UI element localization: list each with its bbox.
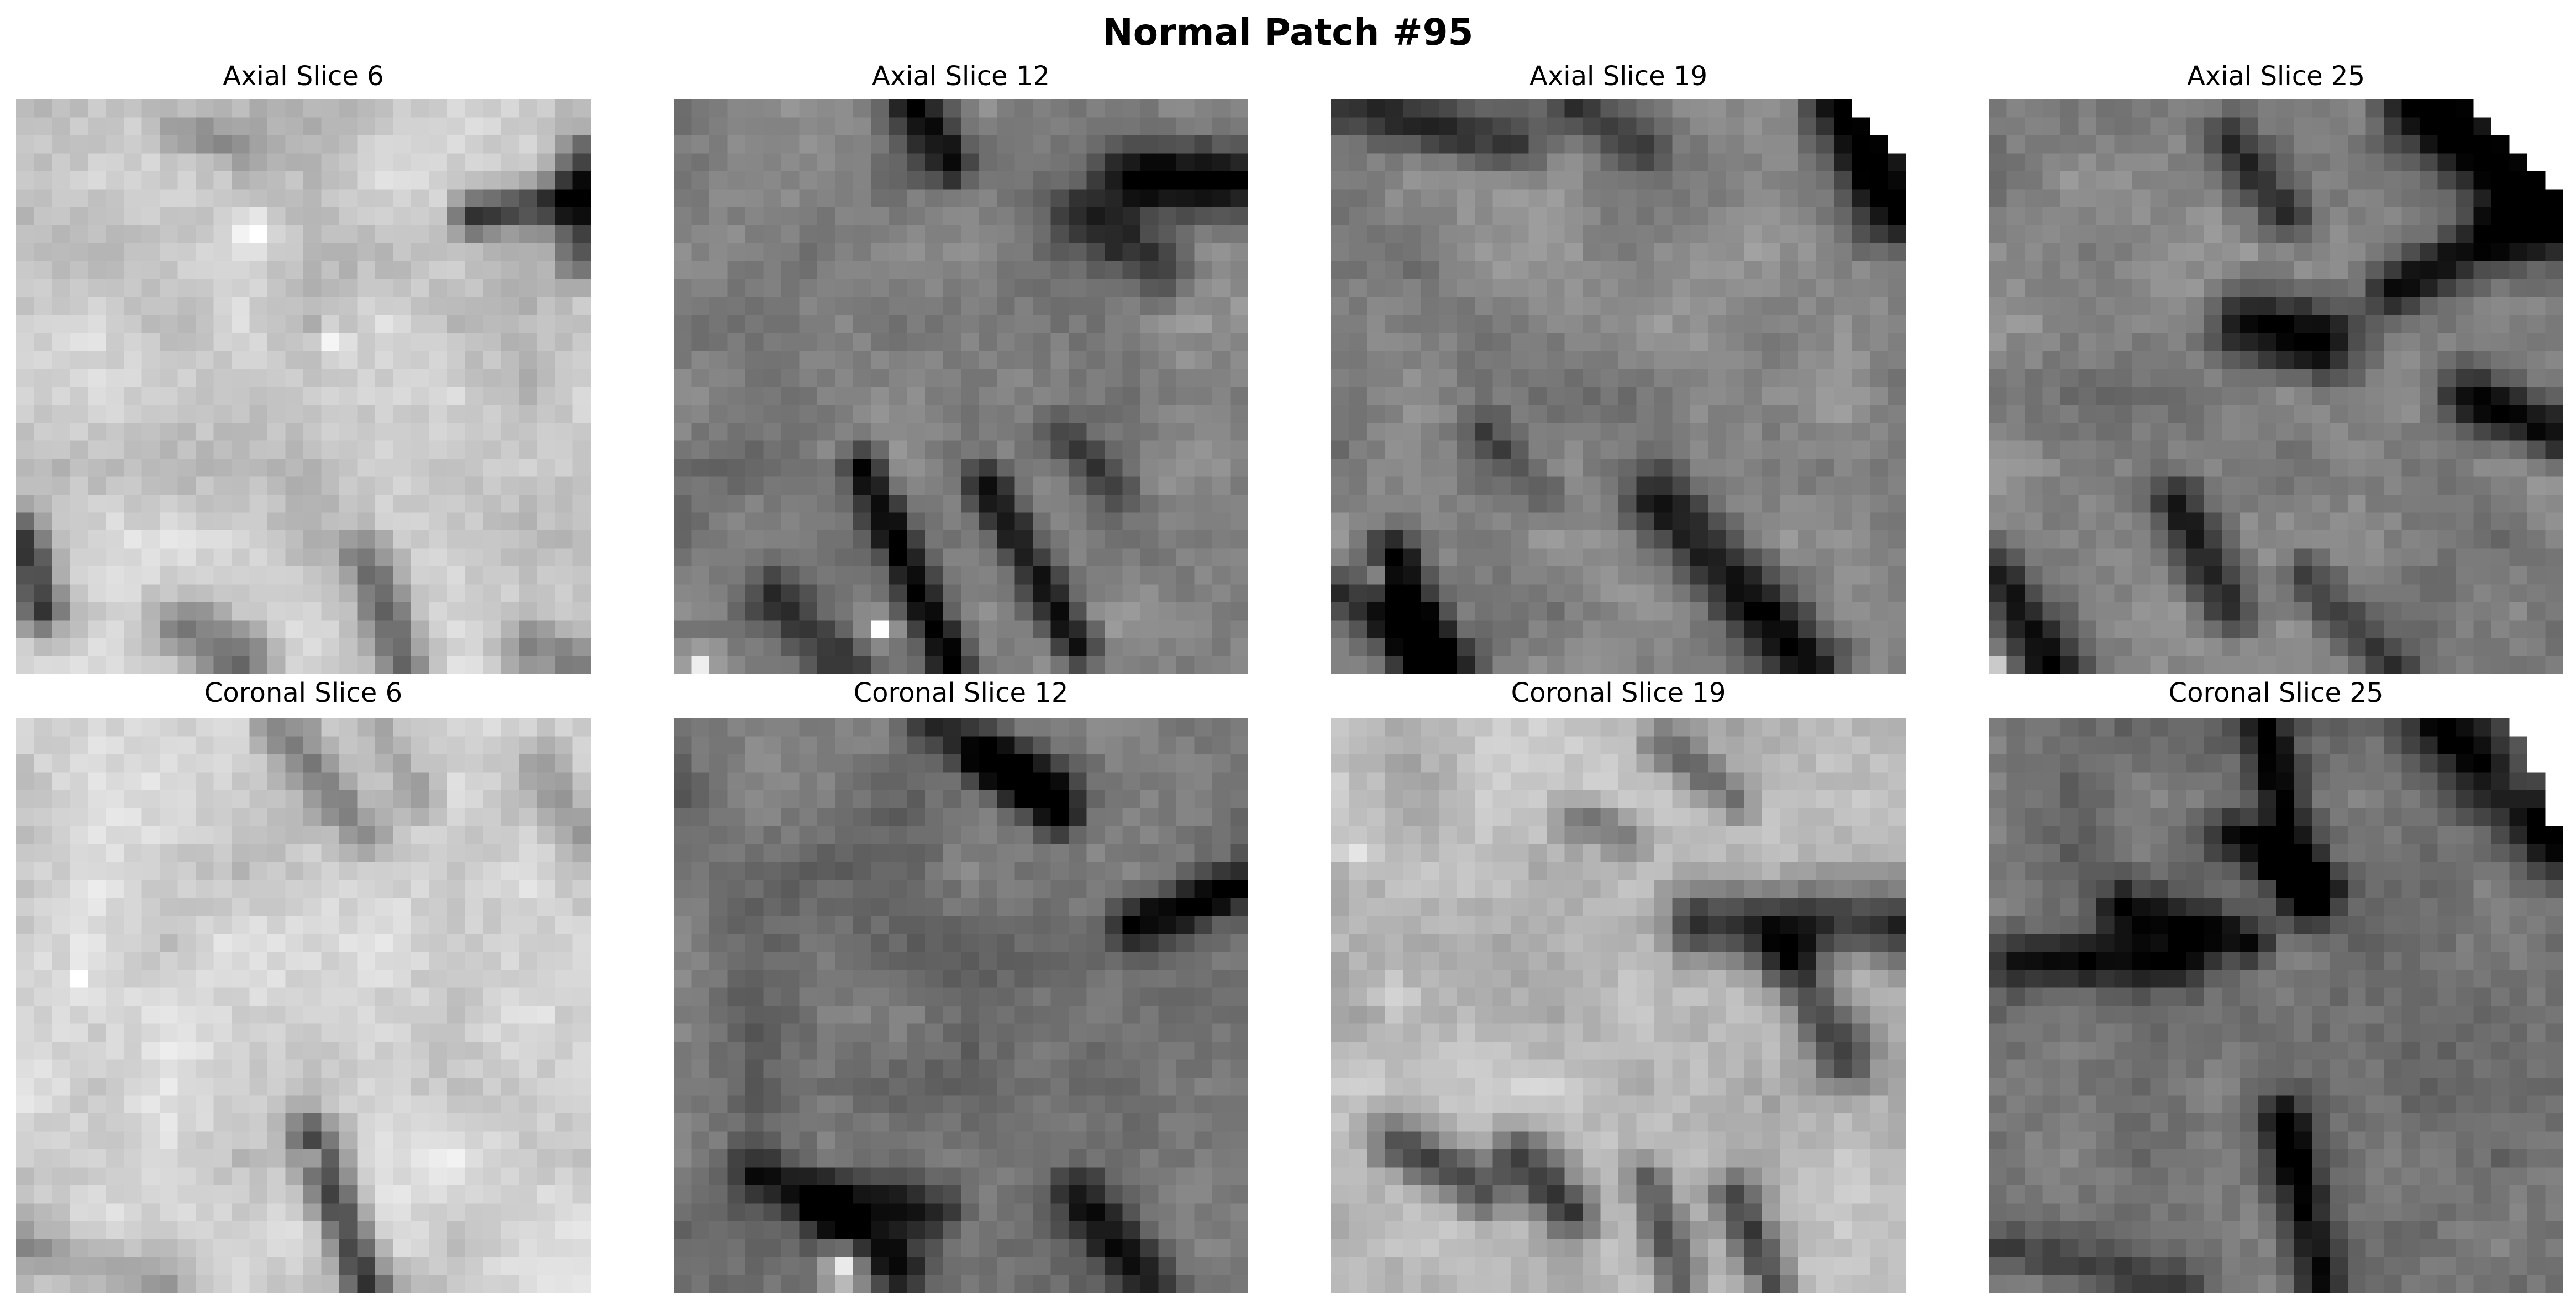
slice-image xyxy=(16,718,591,1293)
panel-axial-19 xyxy=(1331,99,1906,674)
panel-title-coronal-6: Coronal Slice 6 xyxy=(204,677,403,708)
panel-coronal-6 xyxy=(16,718,591,1293)
slice-image xyxy=(1331,99,1906,674)
figure-title: Normal Patch #95 xyxy=(1102,11,1474,54)
panel-coronal-12 xyxy=(674,718,1248,1293)
slice-image xyxy=(1989,718,2563,1293)
panel-axial-6 xyxy=(16,99,591,674)
slice-image xyxy=(1331,718,1906,1293)
slice-image xyxy=(1989,99,2563,674)
panel-axial-12 xyxy=(674,99,1248,674)
panel-coronal-25 xyxy=(1989,718,2563,1293)
panel-title-coronal-19: Coronal Slice 19 xyxy=(1511,677,1726,708)
panel-title-axial-25: Axial Slice 25 xyxy=(2187,61,2365,92)
slice-image xyxy=(674,718,1248,1293)
panel-coronal-19 xyxy=(1331,718,1906,1293)
slice-image xyxy=(674,99,1248,674)
panel-title-axial-6: Axial Slice 6 xyxy=(223,61,384,92)
panel-title-axial-12: Axial Slice 12 xyxy=(872,61,1050,92)
panel-title-coronal-25: Coronal Slice 25 xyxy=(2168,677,2384,708)
panel-axial-25 xyxy=(1989,99,2563,674)
slice-image xyxy=(16,99,591,674)
panel-title-coronal-12: Coronal Slice 12 xyxy=(853,677,1069,708)
panel-title-axial-19: Axial Slice 19 xyxy=(1529,61,1707,92)
